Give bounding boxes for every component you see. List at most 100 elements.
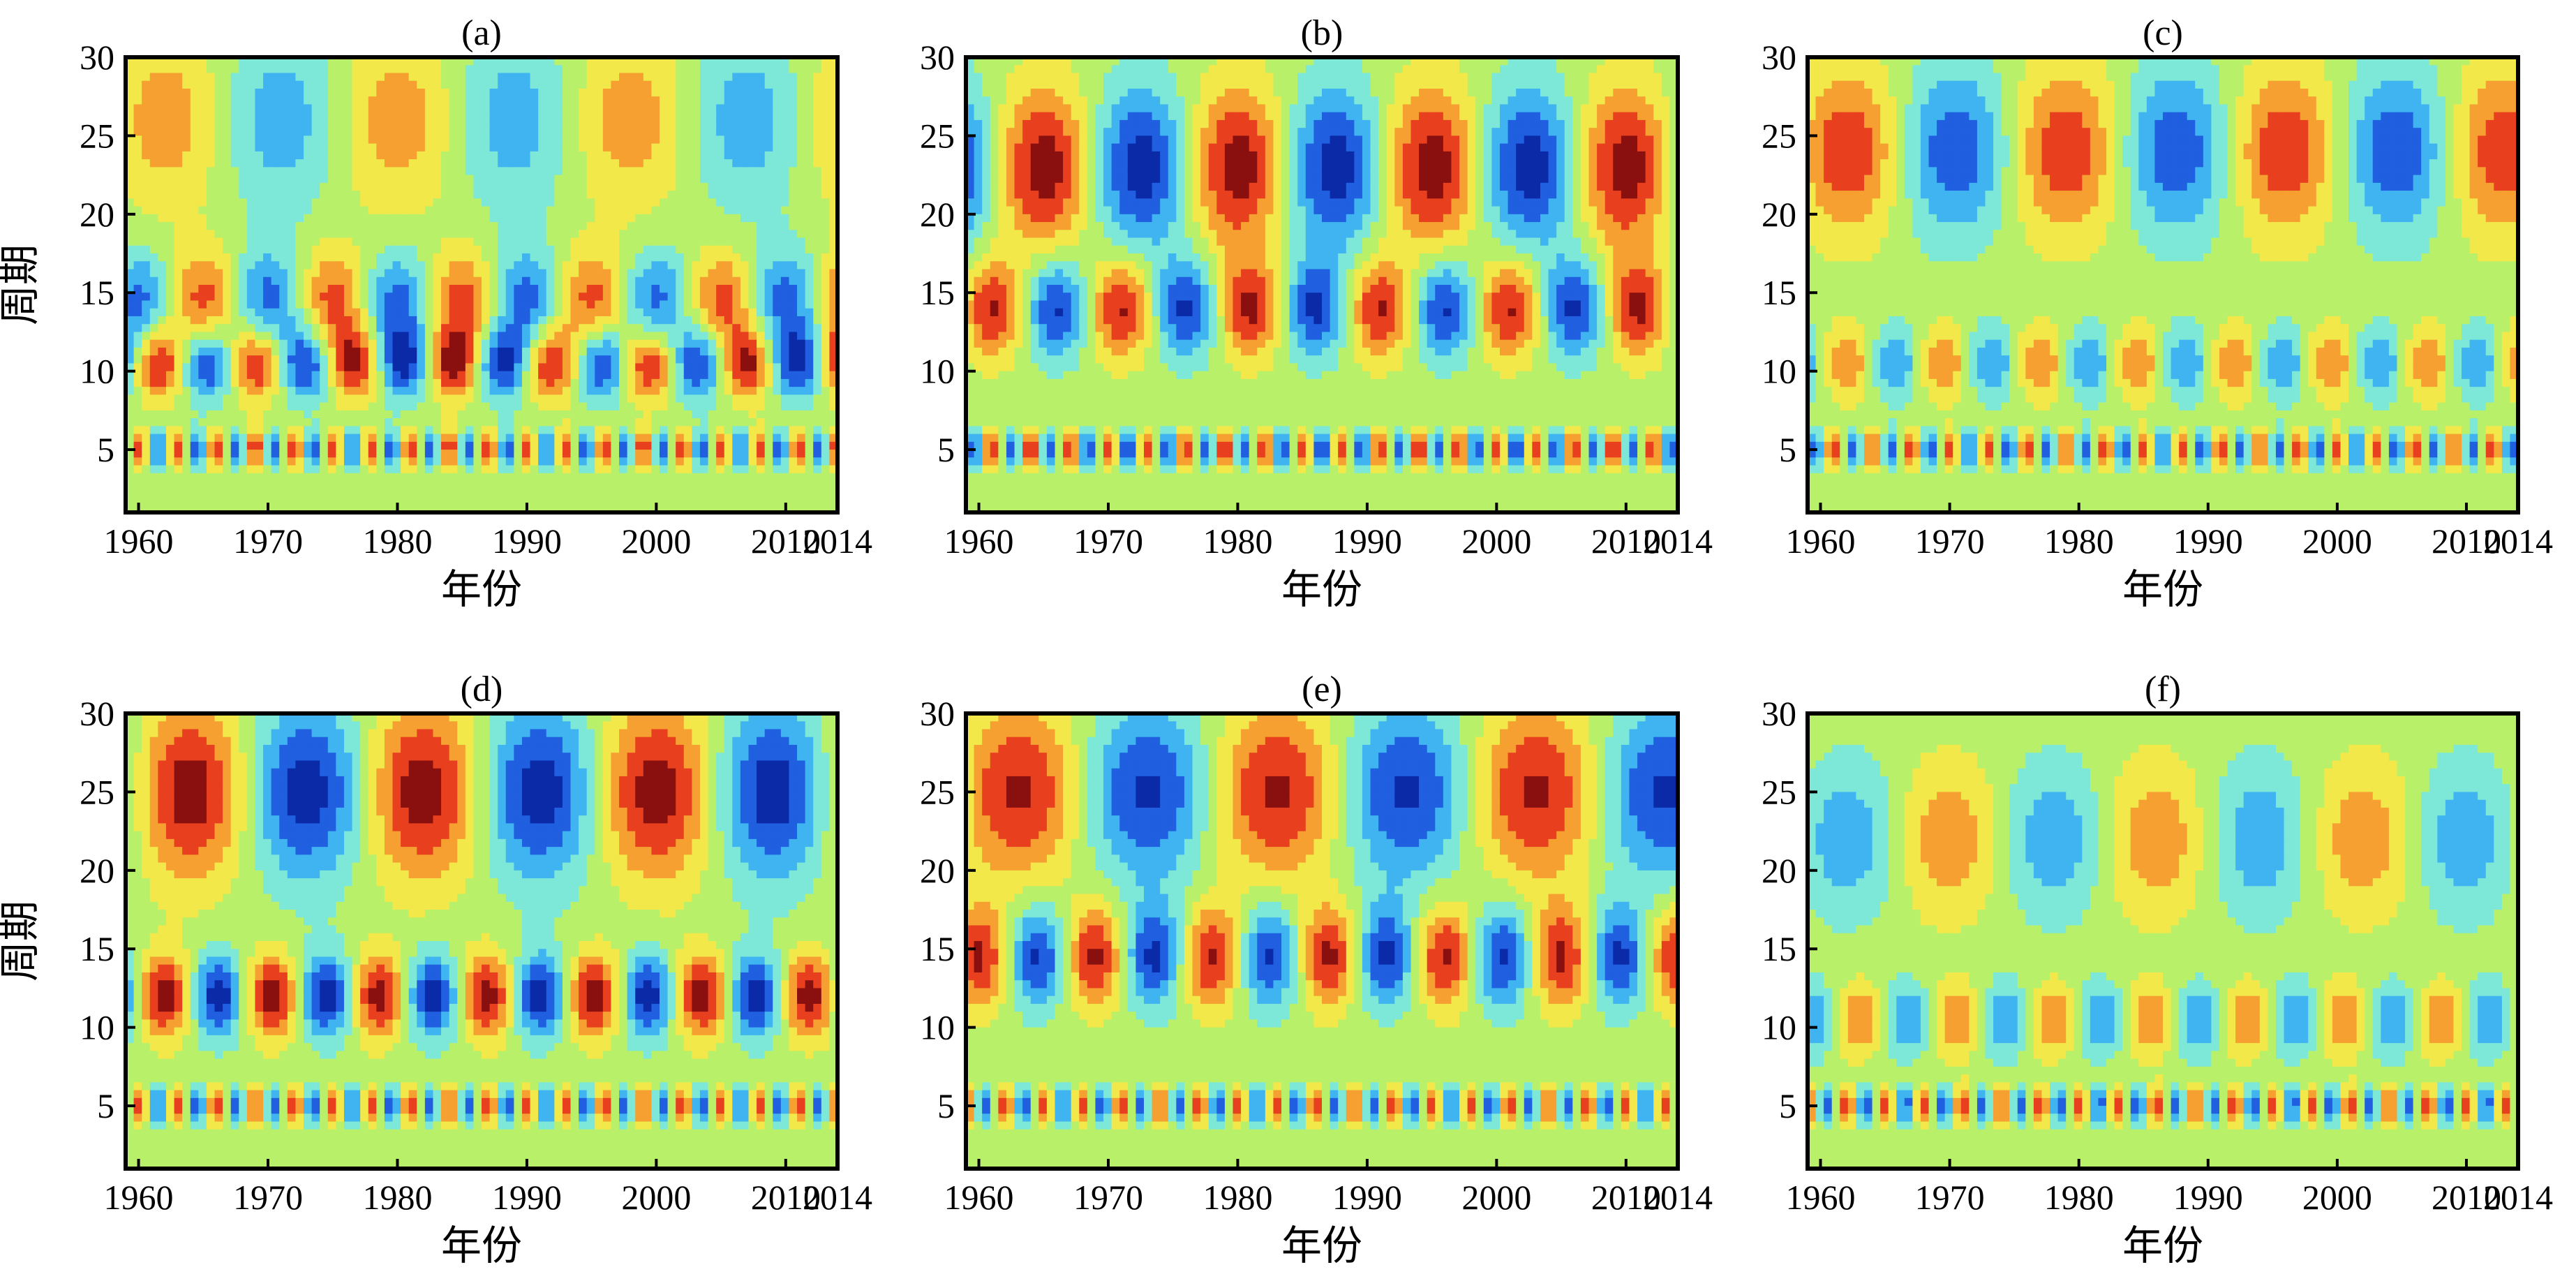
heatmap-cell <box>635 191 643 199</box>
heatmap-cell <box>749 285 757 293</box>
heatmap-cell <box>247 144 255 152</box>
heatmap-cell <box>708 144 717 152</box>
heatmap-cell <box>740 112 749 121</box>
heatmap-cell <box>174 73 183 81</box>
heatmap-cell <box>207 198 215 207</box>
heatmap-cell <box>530 73 539 81</box>
heatmap-cell <box>295 198 304 207</box>
heatmap-cell <box>538 261 546 269</box>
heatmap-cell <box>150 191 158 199</box>
heatmap-cell <box>643 238 652 246</box>
heatmap-cell <box>449 175 458 184</box>
heatmap-cell <box>368 120 377 128</box>
heatmap-cell <box>312 253 320 262</box>
heatmap-cell <box>457 300 466 309</box>
heatmap-cell <box>150 207 158 215</box>
heatmap-cell <box>441 300 449 309</box>
heatmap-cell <box>740 191 749 199</box>
heatmap-cell <box>619 300 627 309</box>
heatmap-cell <box>579 135 587 144</box>
heatmap-cell <box>368 104 377 112</box>
heatmap-cell <box>457 144 466 152</box>
heatmap-cell <box>651 222 660 230</box>
heatmap-cell <box>239 81 247 89</box>
heatmap-cell <box>587 120 595 128</box>
heatmap-cell <box>360 207 368 215</box>
heatmap-cell <box>546 191 555 199</box>
heatmap-cell <box>789 246 797 254</box>
heatmap-cell <box>312 175 320 184</box>
heatmap-cell <box>409 89 417 97</box>
heatmap-cell <box>328 277 336 286</box>
heatmap-cell <box>473 120 482 128</box>
heatmap-cell <box>401 246 409 254</box>
heatmap-cell <box>482 65 490 73</box>
heatmap-cell <box>368 300 377 309</box>
heatmap-cell <box>134 112 142 121</box>
heatmap-cell <box>611 167 619 175</box>
heatmap-cell <box>781 230 789 238</box>
heatmap-cell <box>425 253 433 262</box>
heatmap-cell <box>409 238 417 246</box>
heatmap-cell <box>708 230 717 238</box>
heatmap-cell <box>684 151 692 160</box>
heatmap-cell <box>651 128 660 136</box>
heatmap-cell <box>304 89 312 97</box>
heatmap-cell <box>522 222 530 230</box>
heatmap-cell <box>279 277 288 286</box>
heatmap-cell <box>498 253 506 262</box>
heatmap-cell <box>546 285 555 293</box>
heatmap-cell <box>344 183 352 191</box>
heatmap-cell <box>716 167 724 175</box>
heatmap-cell <box>708 135 717 144</box>
heatmap-cell <box>773 246 781 254</box>
heatmap-cell <box>668 144 676 152</box>
heatmap-cell <box>522 159 530 168</box>
heatmap-cell <box>700 135 708 144</box>
heatmap-cell <box>732 151 740 160</box>
heatmap-cell <box>352 207 361 215</box>
heatmap-cell <box>385 293 393 301</box>
heatmap-cell <box>603 238 611 246</box>
heatmap-cell <box>207 144 215 152</box>
heatmap-cell <box>506 269 514 278</box>
heatmap-cell <box>198 198 207 207</box>
heatmap-cell <box>554 65 563 73</box>
heatmap-cell <box>789 238 797 246</box>
heatmap-cell <box>587 214 595 223</box>
heatmap-cell <box>781 214 789 223</box>
heatmap-cell <box>385 81 393 89</box>
heatmap-cell <box>449 230 458 238</box>
heatmap-cell <box>514 207 522 215</box>
heatmap-cell <box>385 65 393 73</box>
heatmap-cell <box>643 104 652 112</box>
heatmap-cell <box>789 277 797 286</box>
heatmap-cell <box>352 104 361 112</box>
heatmap-cell <box>142 104 150 112</box>
heatmap-cell <box>182 151 191 160</box>
heatmap-cell <box>457 167 466 175</box>
heatmap-cell <box>150 261 158 269</box>
heatmap-cell <box>635 120 643 128</box>
heatmap-cell <box>328 151 336 160</box>
heatmap-cell <box>684 159 692 168</box>
heatmap-cell <box>716 73 724 81</box>
heatmap-cell <box>368 214 377 223</box>
heatmap-cell <box>587 246 595 254</box>
heatmap-cell <box>692 120 700 128</box>
heatmap-cell <box>207 253 215 262</box>
heatmap-cell <box>506 285 514 293</box>
heatmap-cell <box>514 261 522 269</box>
heatmap-cell <box>409 151 417 160</box>
heatmap-cell <box>554 175 563 184</box>
heatmap-cell <box>174 261 183 269</box>
heatmap-cell <box>554 120 563 128</box>
heatmap-cell <box>546 269 555 278</box>
heatmap-cell <box>757 104 765 112</box>
heatmap-cell <box>247 104 255 112</box>
heatmap-cell <box>651 191 660 199</box>
heatmap-cell <box>271 309 280 317</box>
heatmap-cell <box>765 96 773 105</box>
heatmap-cell <box>651 246 660 254</box>
heatmap-cell <box>344 104 352 112</box>
